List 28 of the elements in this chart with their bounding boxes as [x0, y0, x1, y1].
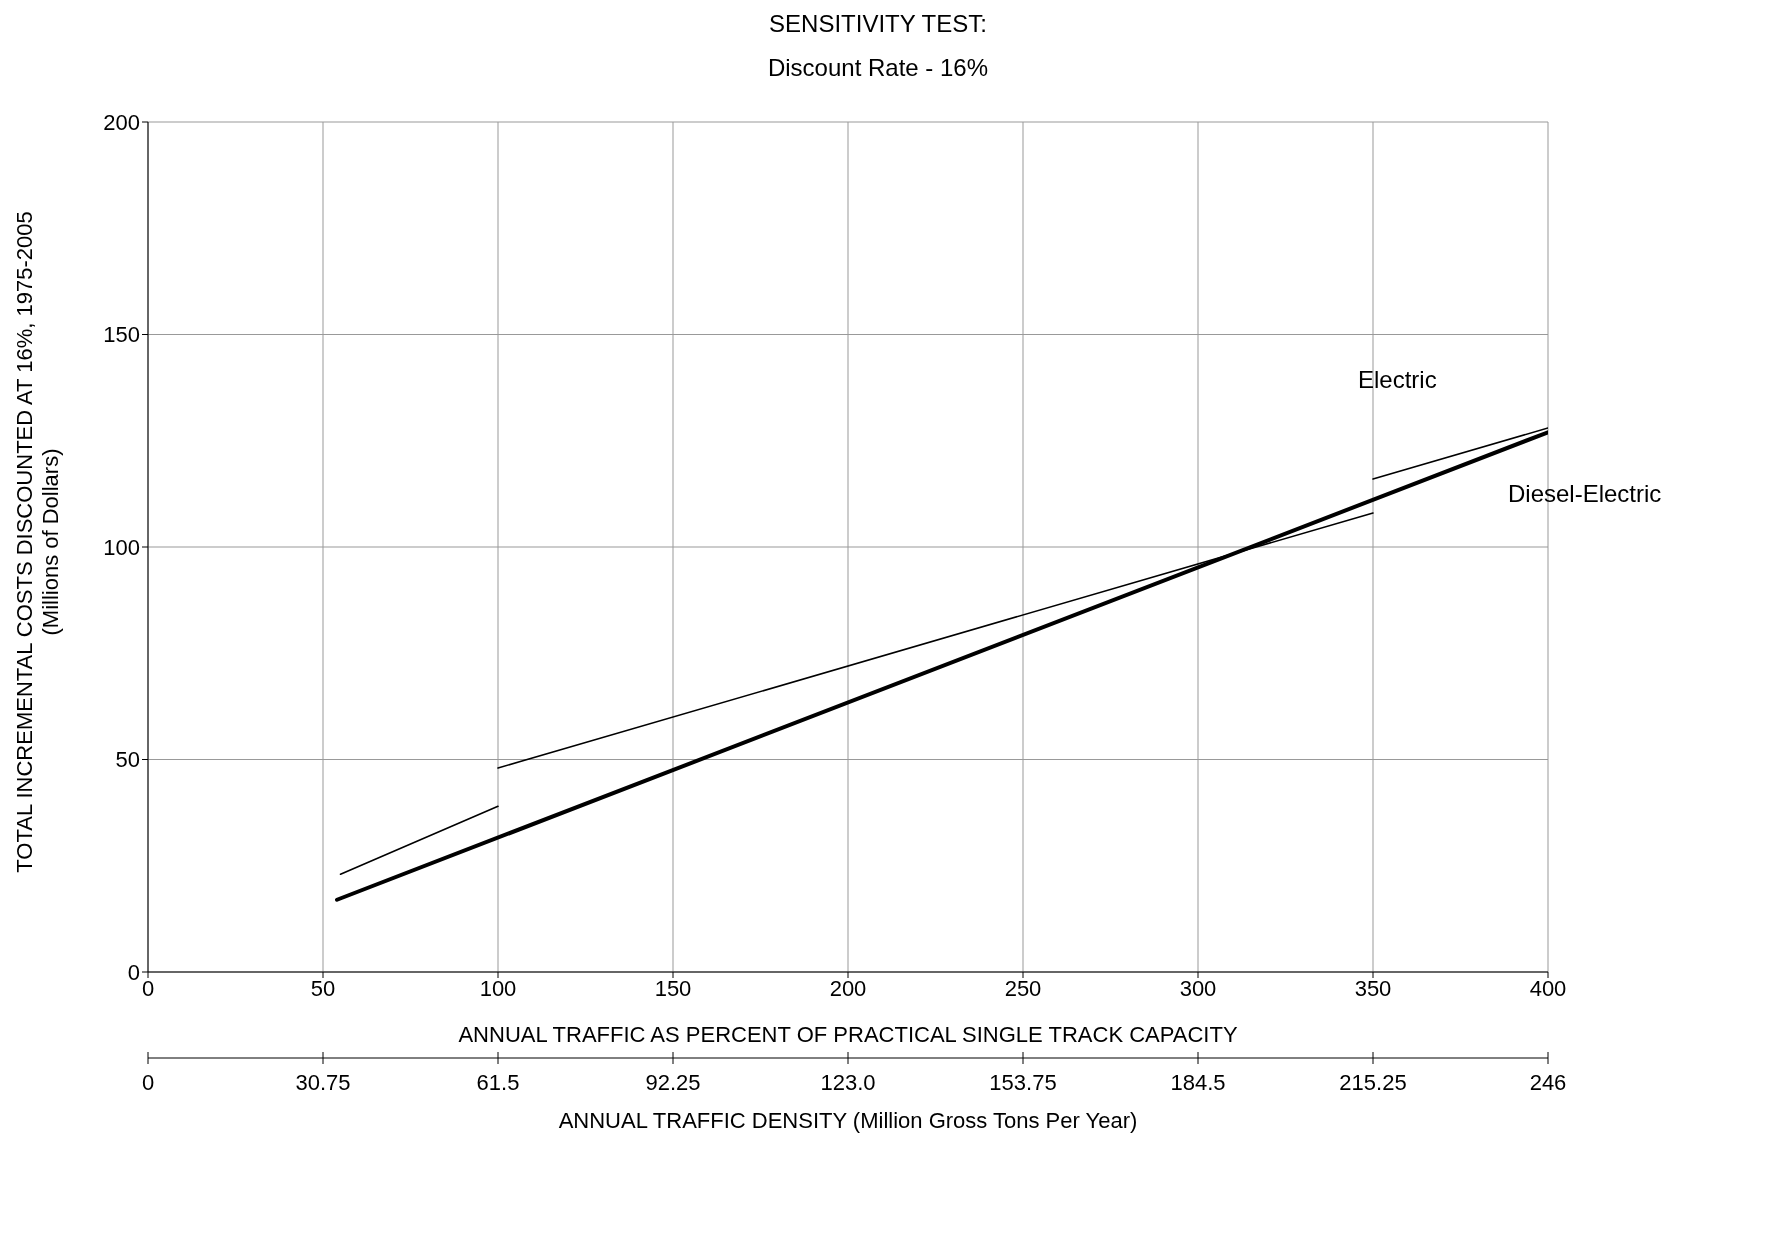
- x-tick-label: 50: [310, 975, 336, 1001]
- x2-tick-label: 184.5: [1170, 1070, 1226, 1095]
- chart-title: SENSITIVITY TEST:: [768, 10, 988, 38]
- series-label: Diesel-Electric: [1508, 480, 1662, 508]
- x-tick-label: 100: [479, 975, 517, 1001]
- x2-tick-label: 92.25: [645, 1070, 701, 1095]
- x2-tick-label: 215.25: [1339, 1070, 1407, 1095]
- x2-tick-label: 30.75: [295, 1070, 351, 1095]
- x-tick-label: 300: [1179, 975, 1217, 1001]
- text: Electric: [1358, 366, 1437, 393]
- y-tick-label: 50: [115, 747, 140, 773]
- y-axis-title: TOTAL INCREMENTAL COSTS DISCOUNTED AT 16%, 1975-2005 (Millions of Dollars): [12, 211, 64, 873]
- x-tick-label: 200: [829, 975, 867, 1001]
- x2-tick-label: 153.75: [989, 1070, 1057, 1095]
- x-tick-label: 400: [1529, 975, 1567, 1001]
- y-tick-label: 100: [103, 534, 140, 560]
- y-tick-label: 200: [103, 109, 140, 135]
- y-tick-label: 150: [103, 322, 140, 348]
- x2-tick-label: 61.5: [476, 1070, 520, 1095]
- x-tick-label: 250: [1004, 975, 1042, 1001]
- x2-axis-title: ANNUAL TRAFFIC DENSITY (Million Gross Tons Per Year): [558, 1108, 1138, 1133]
- chart-subtitle: Discount Rate - 16%: [766, 54, 990, 82]
- x-tick-label: 150: [654, 975, 692, 1001]
- x2-tick-label: 246: [1529, 1070, 1567, 1095]
- x-axis-title: ANNUAL TRAFFIC AS PERCENT OF PRACTICAL SINGLE TRACK CAPACITY: [458, 1022, 1238, 1047]
- y-tick-label: 0: [127, 959, 140, 985]
- x2-tick-label: 123.0: [820, 1070, 876, 1095]
- x-tick-label: 350: [1354, 975, 1392, 1001]
